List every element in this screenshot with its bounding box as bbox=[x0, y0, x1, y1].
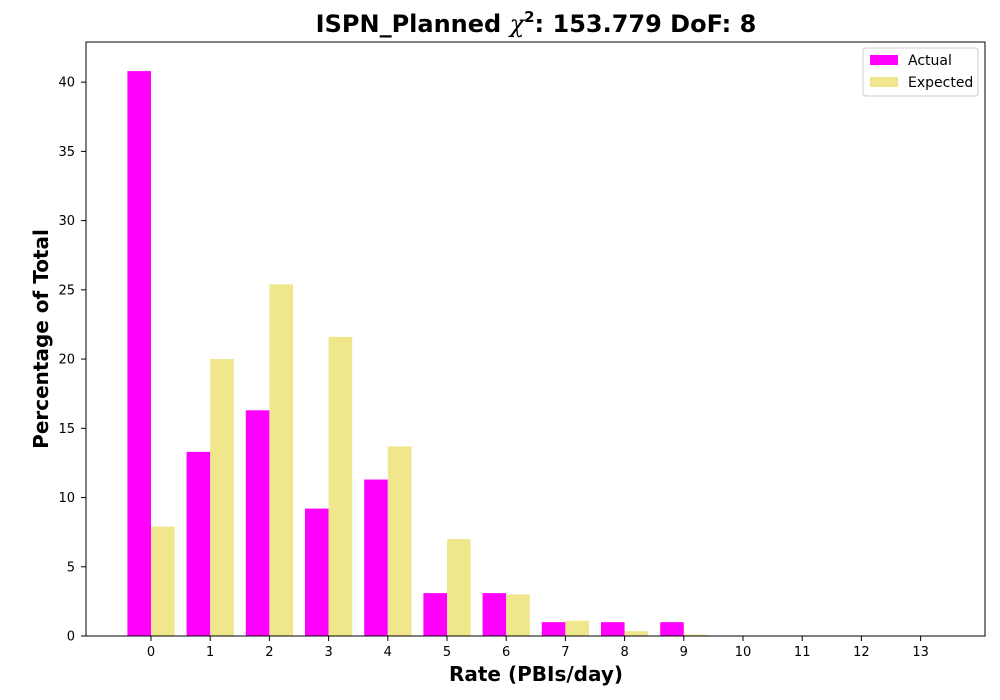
bar-actual-9 bbox=[660, 622, 684, 636]
y-axis-title: Percentage of Total bbox=[29, 229, 53, 449]
x-tick-label: 7 bbox=[561, 645, 569, 660]
x-tick-label: 10 bbox=[735, 645, 752, 660]
bar-actual-4 bbox=[364, 479, 388, 636]
x-tick-label: 2 bbox=[265, 645, 273, 660]
x-tick-label: 1 bbox=[206, 645, 214, 660]
x-tick-label: 5 bbox=[443, 645, 451, 660]
bars-group bbox=[127, 71, 826, 636]
y-tick-label: 25 bbox=[58, 283, 75, 298]
bar-actual-0 bbox=[127, 71, 151, 636]
x-tick-label: 12 bbox=[853, 645, 870, 660]
x-axis-ticks: 0 1 2 3 4 5 6 7 8 9 10 11 12 13 bbox=[147, 636, 929, 660]
x-tick-label: 0 bbox=[147, 645, 155, 660]
y-tick-label: 30 bbox=[58, 214, 75, 229]
bar-expected-9 bbox=[683, 634, 708, 636]
x-tick-label: 3 bbox=[324, 645, 332, 660]
legend-swatch-expected bbox=[870, 77, 898, 87]
bar-actual-1 bbox=[186, 451, 211, 636]
bar-expected-6 bbox=[506, 594, 530, 636]
y-tick-label: 10 bbox=[58, 491, 75, 506]
bar-expected-3 bbox=[328, 336, 353, 636]
bar-actual-8 bbox=[601, 622, 625, 636]
x-tick-label: 4 bbox=[384, 645, 392, 660]
legend-label-expected: Expected bbox=[908, 75, 973, 91]
bar-expected-1 bbox=[210, 359, 234, 636]
x-tick-label: 9 bbox=[680, 645, 688, 660]
y-axis-ticks: 0 5 10 15 20 25 30 35 40 bbox=[58, 76, 86, 645]
legend-label-actual: Actual bbox=[908, 53, 952, 69]
y-tick-label: 0 bbox=[67, 630, 75, 645]
x-tick-label: 11 bbox=[794, 645, 811, 660]
bar-actual-2 bbox=[245, 410, 270, 636]
bar-expected-7 bbox=[565, 620, 589, 636]
bar-expected-8 bbox=[624, 631, 649, 636]
chart-title: ISPN_Planned χ2: 153.779 DoF: 8 bbox=[316, 8, 757, 38]
bar-expected-0 bbox=[151, 526, 175, 636]
x-tick-label: 6 bbox=[502, 645, 510, 660]
y-tick-label: 35 bbox=[58, 145, 75, 160]
y-tick-label: 15 bbox=[58, 422, 75, 437]
bar-actual-5 bbox=[423, 593, 447, 636]
bar-expected-4 bbox=[387, 446, 412, 636]
plot-area-frame bbox=[85, 41, 986, 637]
y-tick-label: 20 bbox=[58, 353, 75, 368]
bar-expected-5 bbox=[447, 539, 471, 636]
x-axis-title: Rate (PBIs/day) bbox=[449, 662, 623, 686]
y-tick-label: 40 bbox=[58, 76, 75, 91]
x-tick-label: 13 bbox=[912, 645, 929, 660]
bar-actual-6 bbox=[482, 593, 507, 636]
y-tick-label: 5 bbox=[67, 560, 75, 575]
bar-actual-3 bbox=[305, 508, 329, 636]
legend: Actual Expected bbox=[862, 47, 979, 97]
x-tick-label: 8 bbox=[620, 645, 628, 660]
bar-actual-7 bbox=[541, 622, 566, 636]
bar-expected-2 bbox=[269, 284, 293, 636]
legend-swatch-actual bbox=[870, 55, 898, 65]
